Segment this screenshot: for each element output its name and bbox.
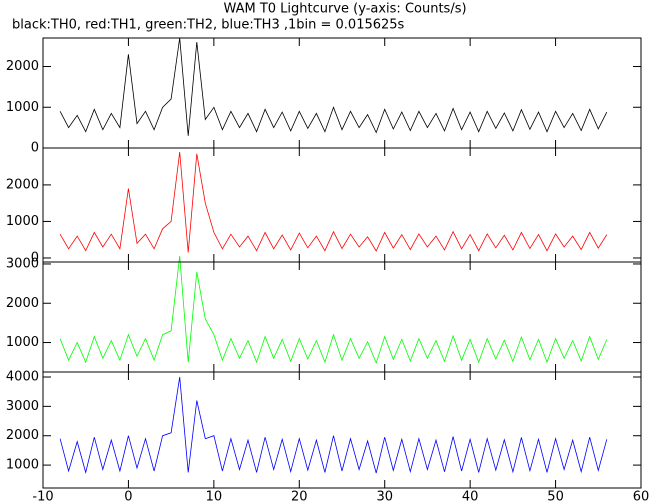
y-tick-label: 2000 xyxy=(6,177,39,192)
y-tick-label: 3000 xyxy=(6,256,39,271)
y-tick-label: 1000 xyxy=(6,100,39,115)
light-curve xyxy=(59,256,608,365)
x-tick-label: 50 xyxy=(547,490,564,504)
light-curve xyxy=(59,151,608,253)
light-curve xyxy=(59,37,608,136)
chart-title: WAM T0 Lightcurve (y-axis: Counts/s) xyxy=(223,2,466,17)
y-tick-label: 1000 xyxy=(6,214,39,229)
x-tick-label: 40 xyxy=(462,490,479,504)
y-tick-label: 2000 xyxy=(6,296,39,311)
y-tick-label: 1000 xyxy=(6,458,39,473)
x-tick-label: 60 xyxy=(633,490,650,504)
y-tick-label: 1000 xyxy=(6,335,39,350)
x-tick-label: 0 xyxy=(124,490,132,504)
panel-frame xyxy=(42,371,642,489)
y-tick-label: 4000 xyxy=(6,369,39,384)
light-curve xyxy=(59,376,608,474)
x-tick-label: 10 xyxy=(206,490,223,504)
y-tick-label: 2000 xyxy=(6,428,39,443)
y-tick-label: 0 xyxy=(31,141,39,156)
chart-subtitle: black:TH0, red:TH1, green:TH2, blue:TH3 … xyxy=(12,18,405,33)
x-tick-label: 30 xyxy=(376,490,393,504)
y-tick-label: 0 xyxy=(31,250,39,265)
x-tick-label: -10 xyxy=(32,490,53,504)
x-tick-label: 20 xyxy=(291,490,308,504)
y-tick-label: 2000 xyxy=(6,59,39,74)
y-tick-label: 3000 xyxy=(6,399,39,414)
